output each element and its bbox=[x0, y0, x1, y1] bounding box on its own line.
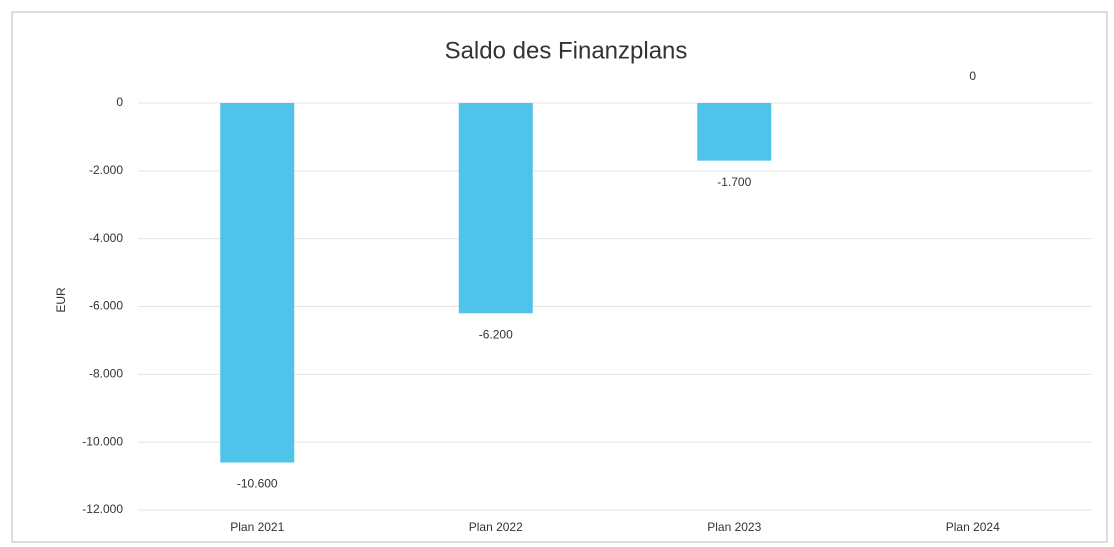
x-tick-label: Plan 2022 bbox=[469, 520, 523, 534]
y-tick-label: -6.000 bbox=[89, 299, 123, 313]
chart-title: Saldo des Finanzplans bbox=[445, 37, 688, 64]
x-tick-label: Plan 2023 bbox=[707, 520, 761, 534]
y-tick-label: -12.000 bbox=[82, 502, 123, 516]
value-label: -1.700 bbox=[717, 175, 751, 189]
y-tick-label: -8.000 bbox=[89, 367, 123, 381]
value-label: -10.600 bbox=[237, 477, 278, 491]
bar bbox=[220, 103, 295, 463]
x-tick-label: Plan 2021 bbox=[230, 520, 284, 534]
y-tick-label: -4.000 bbox=[89, 231, 123, 245]
chart-frame bbox=[11, 11, 1108, 543]
y-tick-label: -10.000 bbox=[82, 434, 123, 448]
bar bbox=[697, 103, 772, 161]
value-label: -6.200 bbox=[479, 327, 513, 341]
bar bbox=[458, 103, 533, 314]
y-tick-label: -2.000 bbox=[89, 163, 123, 177]
x-tick-label: Plan 2024 bbox=[946, 520, 1000, 534]
y-axis-label: EUR bbox=[54, 287, 68, 313]
y-tick-label: 0 bbox=[116, 95, 123, 109]
value-label: 0 bbox=[969, 69, 976, 83]
